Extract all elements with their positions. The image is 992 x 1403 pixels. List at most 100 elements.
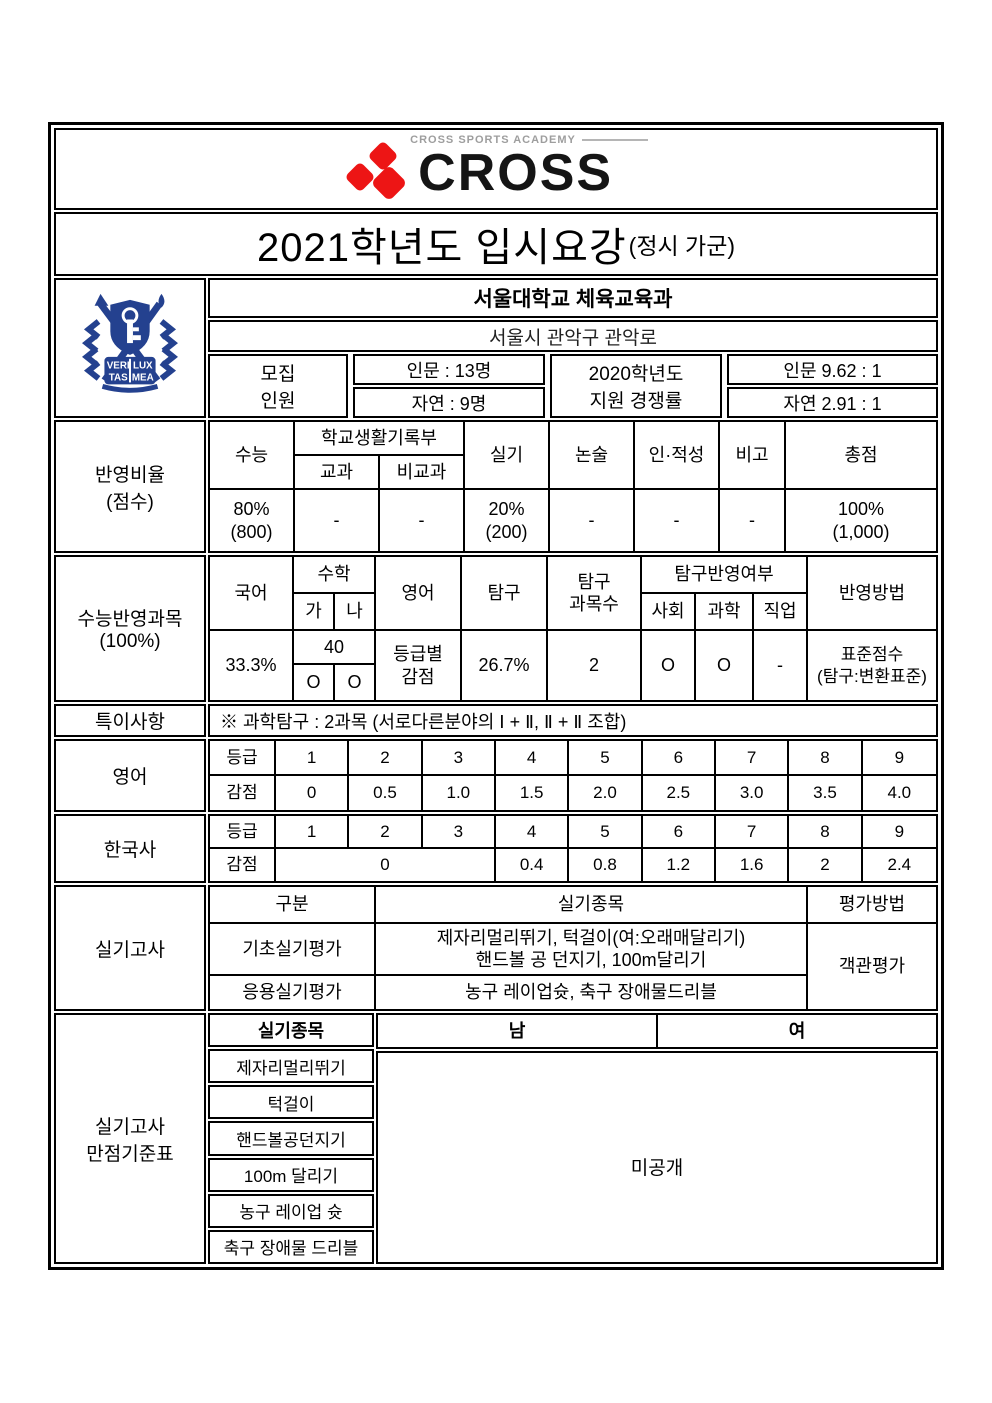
deduction-cell: 1.6 bbox=[716, 848, 790, 881]
deduction-cell-merged: 0 bbox=[276, 848, 496, 881]
recruit-natural: 자연 : 9명 bbox=[353, 387, 545, 418]
grade-cell: 4 bbox=[496, 741, 570, 776]
ratio-v-aptitude: - bbox=[635, 490, 720, 551]
score-body: 미공개 bbox=[376, 1051, 938, 1264]
deduction-cell: 2 bbox=[789, 848, 863, 881]
grade-cell: 2 bbox=[349, 816, 423, 849]
university-info: 서울대학교 체육교육과 서울시 관악구 관악로 모집 인원 인문 : 13명 자… bbox=[208, 278, 938, 418]
snu-emblem: VERI LUX TAS MEA bbox=[82, 293, 178, 393]
score-h-event: 실기종목 bbox=[208, 1013, 374, 1048]
grade-cell: 6 bbox=[642, 741, 716, 776]
deduction-cell: 3.0 bbox=[716, 775, 790, 810]
english-section: 영어 등급 1 2 3 4 5 6 7 8 9 감점 0 0.5 1.0 1.5… bbox=[54, 739, 938, 812]
grade-cell: 3 bbox=[422, 741, 496, 776]
csat-h-math: 수학 bbox=[294, 557, 376, 594]
recruit-numbers: 인문 : 13명 자연 : 9명 bbox=[353, 354, 545, 418]
deduction-cell: 0.8 bbox=[569, 848, 643, 881]
practical-method-value: 객관평가 bbox=[838, 956, 906, 977]
competition-humanities: 인문 9.62 : 1 bbox=[727, 354, 938, 385]
csat-label: 수능반영과목 (100%) bbox=[54, 555, 206, 702]
recruit-label: 모집 인원 bbox=[208, 354, 348, 418]
ratio-h-aptitude: 인·적성 bbox=[635, 422, 720, 490]
deduction-cell: 1.2 bbox=[643, 848, 716, 881]
score-table: 실기종목 제자리멀리뛰기 턱걸이 핸드볼공던지기 100m 달리기 농구 레이업… bbox=[208, 1013, 938, 1264]
csat-v-english: 등급별 감점 bbox=[376, 631, 462, 700]
deduction-cell: 2.4 bbox=[887, 855, 912, 875]
grade-cell: 1 bbox=[276, 741, 350, 776]
academy-tagline-text: CROSS SPORTS ACADEMY bbox=[410, 134, 576, 146]
score-label: 실기고사 만점기준표 bbox=[54, 1013, 206, 1264]
score-h-female: 여 bbox=[788, 1020, 806, 1041]
practical-h-events: 실기종목 bbox=[376, 887, 808, 924]
university-emblem-cell: VERI LUX TAS MEA bbox=[54, 278, 206, 418]
ratio-h-gyogwa: 교과 bbox=[295, 456, 380, 490]
score-event: 축구 장애물 드리블 bbox=[208, 1229, 374, 1264]
grade-cell: 1 bbox=[276, 816, 350, 849]
emblem-word-lux: LUX bbox=[133, 361, 153, 372]
history-grade-label: 등급 bbox=[210, 816, 276, 849]
score-event: 턱걸이 bbox=[208, 1085, 374, 1120]
academy-tagline: CROSS SPORTS ACADEMY bbox=[410, 134, 648, 146]
score-event: 핸드볼공던지기 bbox=[208, 1121, 374, 1156]
emblem-word-mea: MEA bbox=[132, 372, 154, 383]
ratio-h-nonsul: 논술 bbox=[550, 422, 635, 490]
csat-v-science: O bbox=[696, 631, 754, 700]
ratio-v-nonsul: - bbox=[550, 490, 635, 551]
practical-h-method: 평가방법 bbox=[808, 887, 936, 924]
ratio-v-gyogwa: - bbox=[295, 490, 380, 551]
csat-h-tamgu: 탐구 bbox=[462, 557, 548, 631]
ratio-v-bigo: - bbox=[720, 490, 786, 551]
english-deduct-label: 감점 bbox=[210, 775, 276, 810]
score-gender-header: 남 여 bbox=[376, 1013, 938, 1049]
competition-label: 2020학년도 지원 경쟁률 bbox=[550, 354, 722, 418]
recruit-humanities: 인문 : 13명 bbox=[353, 354, 545, 385]
note-text: ※ 과학탐구 : 2과목 (서로다른분야의 Ⅰ + Ⅱ, Ⅱ + Ⅱ 조합) bbox=[208, 704, 938, 737]
practical-applied-events: 농구 레이업슛, 축구 장애물드리블 bbox=[376, 976, 808, 1009]
ratio-h-record: 학교생활기록부 bbox=[295, 422, 465, 456]
csat-table: 국어 수학 영어 탐구 탐구 과목수 탐구반영여부 반영방법 가 나 사회 과학… bbox=[208, 555, 938, 702]
grade-cell: 7 bbox=[716, 741, 790, 776]
deduction-cell: 3.5 bbox=[789, 775, 863, 810]
csat-v-korean: 33.3% bbox=[210, 631, 294, 700]
practical-basic-events: 제자리멀리뛰기, 턱걸이(여:오래매달리기) 핸드볼 공 던지기, 100m달리… bbox=[376, 924, 808, 976]
csat-h-english: 영어 bbox=[376, 557, 462, 631]
page-title-sub: (정시 가군) bbox=[628, 233, 736, 259]
tagline-rule bbox=[581, 139, 648, 141]
score-event: 100m 달리기 bbox=[208, 1157, 374, 1192]
ratio-v-silgi: 20% (200) bbox=[465, 490, 550, 551]
score-event: 농구 레이업 슛 bbox=[208, 1193, 374, 1228]
ratio-h-total: 총점 bbox=[786, 422, 936, 490]
csat-h-social: 사회 bbox=[642, 594, 696, 631]
csat-h-math-na: 나 bbox=[335, 594, 376, 631]
english-table: 등급 1 2 3 4 5 6 7 8 9 감점 0 0.5 1.0 1.5 2.… bbox=[208, 739, 938, 812]
history-section: 한국사 등급 1 2 3 4 5 6 7 8 9 감점 0 0.4 0.8 1.… bbox=[54, 814, 938, 883]
cross-diamonds-icon bbox=[346, 142, 406, 199]
csat-v-math-tracks: O O bbox=[294, 665, 374, 700]
emblem-word-veri: VERI bbox=[107, 361, 130, 372]
csat-v-social: O bbox=[642, 631, 696, 700]
university-section: VERI LUX TAS MEA 서울대학교 체육교육과 서울시 관악구 관악로… bbox=[54, 278, 938, 418]
admission-document: CROSS SPORTS ACADEMY CROSS 2021학년도 입시요강 … bbox=[48, 122, 944, 1270]
csat-v-math-ga: O bbox=[294, 665, 335, 700]
deduction-cell: 2.5 bbox=[643, 775, 716, 810]
practical-basic-label: 기초실기평가 bbox=[210, 924, 376, 976]
practical-h-category: 구분 bbox=[210, 887, 376, 924]
ratio-label: 반영비율 (점수) bbox=[54, 420, 206, 553]
deduction-cell: 0 bbox=[276, 775, 350, 810]
csat-h-math-ga: 가 bbox=[294, 594, 335, 631]
ratio-h-bigyogwa: 비교과 bbox=[380, 456, 465, 490]
ratio-h-silgi: 실기 bbox=[465, 422, 550, 490]
grade-cell: 8 bbox=[789, 816, 863, 849]
score-undisclosed: 미공개 bbox=[630, 1158, 684, 1179]
csat-h-tamgu-count: 탐구 과목수 bbox=[548, 557, 642, 631]
deduction-cell: 4.0 bbox=[887, 783, 912, 803]
cross-logo: CROSS SPORTS ACADEMY CROSS bbox=[344, 134, 648, 204]
practical-label: 실기고사 bbox=[54, 885, 206, 1011]
grade-cell: 4 bbox=[496, 816, 570, 849]
brand-header: CROSS SPORTS ACADEMY CROSS bbox=[54, 128, 938, 210]
cross-logo-main: CROSS bbox=[344, 142, 613, 204]
recruitment-row: 모집 인원 인문 : 13명 자연 : 9명 2020학년도 지원 경쟁률 인문… bbox=[208, 354, 938, 418]
grade-cell: 2 bbox=[349, 741, 423, 776]
ratio-section: 반영비율 (점수) 수능 학교생활기록부 실기 논술 인·적성 비고 총점 교과… bbox=[54, 420, 938, 553]
score-event-column: 실기종목 제자리멀리뛰기 턱걸이 핸드볼공던지기 100m 달리기 농구 레이업… bbox=[208, 1013, 374, 1264]
